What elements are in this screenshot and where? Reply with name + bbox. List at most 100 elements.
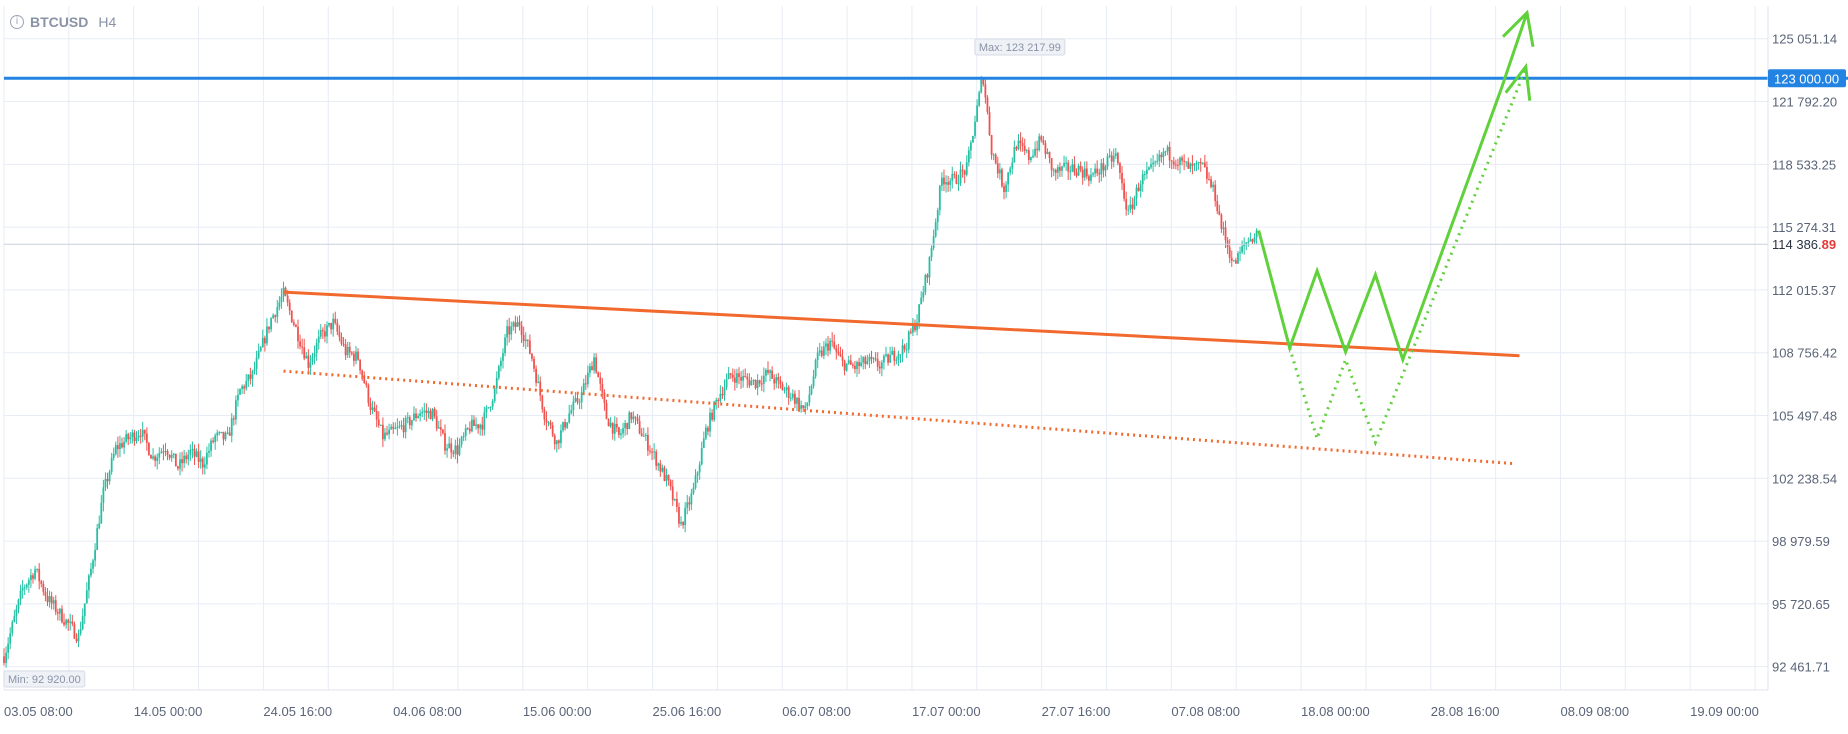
y-tick-label: 105 497.48 <box>1772 408 1837 423</box>
candle-up-body <box>593 357 595 371</box>
candle-down-body <box>148 442 150 456</box>
candle-down-body <box>1079 165 1082 170</box>
candle-up-body <box>485 407 488 413</box>
candle-down-body <box>626 422 629 430</box>
candle-up-body <box>9 633 12 644</box>
candle-down-body <box>1224 227 1227 241</box>
candle-up-body <box>98 523 101 529</box>
candle-down-body <box>802 405 805 409</box>
candle-up-body <box>305 355 308 359</box>
candle-up-body <box>384 432 386 440</box>
info-icon[interactable]: i <box>10 15 24 29</box>
candle-up-body <box>951 174 954 181</box>
candle-up-body <box>489 406 492 408</box>
candle-up-body <box>1247 241 1250 243</box>
candle-up-body <box>464 428 467 436</box>
candle-up-body <box>179 459 181 469</box>
candle-down-body <box>876 359 879 367</box>
candle-up-body <box>257 350 260 358</box>
candle-up-body <box>684 507 687 526</box>
candle-up-body <box>1104 166 1107 171</box>
candle-up-body <box>769 370 771 373</box>
candle-down-body <box>773 378 776 384</box>
candle-down-body <box>961 169 964 171</box>
candle-up-body <box>85 590 88 604</box>
candle-up-body <box>214 435 217 443</box>
candle-up-body <box>255 357 258 369</box>
candle-down-body <box>605 402 608 420</box>
candle-up-body <box>978 92 981 106</box>
candle-up-body <box>423 410 426 412</box>
level-price-label: 123 000.00 <box>1774 71 1839 86</box>
candle-down-body <box>392 426 395 429</box>
candle-down-body <box>557 440 560 444</box>
candle-up-body <box>1011 162 1014 169</box>
candle-down-body <box>1228 247 1231 258</box>
candle-down-body <box>381 424 384 440</box>
candle-down-body <box>145 433 148 443</box>
candle-up-body <box>1133 198 1136 209</box>
candle-up-body <box>742 376 745 381</box>
candle-down-body <box>717 400 720 402</box>
candle-down-body <box>947 182 950 185</box>
candle-up-body <box>239 389 241 395</box>
candle-up-body <box>920 297 923 305</box>
candle-up-body <box>119 443 121 450</box>
candle-down-body <box>833 341 836 349</box>
candle-up-body <box>1034 148 1036 156</box>
candle-up-body <box>21 587 24 591</box>
candle-down-body <box>67 619 70 623</box>
candle-down-body <box>162 451 165 453</box>
candle-up-body <box>696 472 699 476</box>
candle-up-body <box>775 377 778 384</box>
candle-up-body <box>709 412 711 432</box>
candle-down-body <box>758 380 761 384</box>
candle-down-body <box>1075 172 1078 176</box>
x-tick-label: 14.05 00:00 <box>134 704 203 719</box>
candle-down-body <box>1044 143 1047 155</box>
x-tick-label: 04.06 08:00 <box>393 704 462 719</box>
candle-down-body <box>46 595 49 603</box>
candle-up-body <box>736 373 738 383</box>
candle-up-body <box>195 451 198 457</box>
candle-down-body <box>340 336 343 344</box>
candle-down-body <box>357 351 359 360</box>
candle-down-body <box>1040 136 1043 141</box>
candle-down-body <box>1027 150 1030 160</box>
candle-down-body <box>177 466 179 469</box>
candle-up-body <box>65 619 68 625</box>
drawings[interactable] <box>4 9 1848 466</box>
candle-down-body <box>1191 163 1194 166</box>
candle-down-body <box>222 431 225 440</box>
candle-up-body <box>620 433 622 436</box>
candle-down-body <box>363 375 366 384</box>
candle-up-body <box>928 256 931 278</box>
candle-down-body <box>986 97 989 113</box>
candle-down-body <box>711 412 713 420</box>
candle-down-body <box>143 429 146 434</box>
candle-down-body <box>611 422 614 434</box>
candle-up-body <box>460 437 463 445</box>
candle-up-body <box>622 428 624 434</box>
candle-up-body <box>164 450 167 452</box>
min-label-bg <box>3 670 86 688</box>
candle-up-body <box>1127 209 1130 211</box>
candle-up-body <box>1162 151 1165 158</box>
x-tick-label: 07.08 08:00 <box>1171 704 1240 719</box>
candle-down-body <box>1088 176 1090 181</box>
candle-down-body <box>1054 169 1057 173</box>
candle-down-body <box>909 331 912 333</box>
candle-down-body <box>274 315 277 317</box>
candle-up-body <box>15 608 18 617</box>
candle-up-body <box>822 346 825 356</box>
candle-up-body <box>458 444 461 455</box>
projection-arrow-head <box>1501 9 1535 48</box>
candle-down-body <box>682 521 684 526</box>
symbol-header[interactable]: i BTCUSD H4 <box>10 14 116 30</box>
timeframe-label: H4 <box>98 14 117 30</box>
candle-up-body <box>158 453 161 458</box>
candle-up-body <box>96 528 99 550</box>
candle-up-body <box>504 337 506 354</box>
